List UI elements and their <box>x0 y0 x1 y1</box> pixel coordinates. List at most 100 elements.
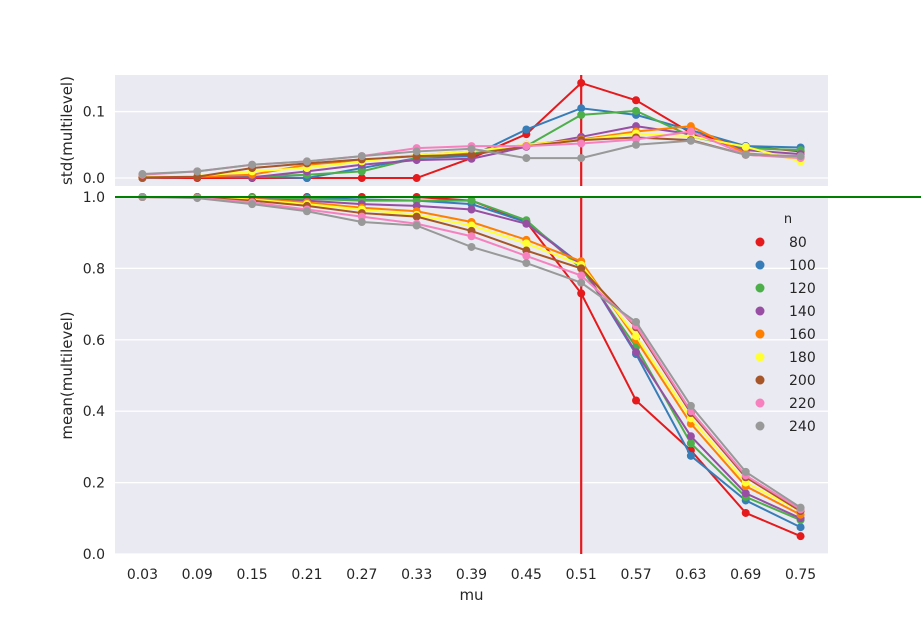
std-point-100 <box>522 125 531 134</box>
mean-point-240 <box>741 467 750 476</box>
std-point-200 <box>467 150 476 159</box>
x-tick-label: 0.27 <box>346 567 377 583</box>
std-point-120 <box>577 110 586 119</box>
std-y-axis-label: std(multilevel) <box>58 76 76 185</box>
legend-marker-180 <box>755 352 765 362</box>
mean-y-tick-label: 0.2 <box>83 476 105 492</box>
mean-point-240 <box>302 207 311 216</box>
mean-point-100 <box>796 523 805 532</box>
x-tick-label: 0.21 <box>291 567 322 583</box>
mean-point-180 <box>522 239 531 248</box>
mean-gridlines <box>115 196 828 555</box>
mean-point-80 <box>577 289 586 298</box>
mean-point-200 <box>412 212 421 221</box>
legend-marker-220 <box>755 398 765 408</box>
std-point-220 <box>577 139 586 148</box>
legend-label-140: 140 <box>789 304 816 320</box>
mean-point-140 <box>522 219 531 228</box>
std-panel: 0.0 0.1 std(multilevel) <box>58 75 828 187</box>
mean-y-axis-label: mean(multilevel) <box>58 311 76 439</box>
mean-point-220 <box>577 271 586 280</box>
std-point-240 <box>248 160 257 169</box>
x-tick-label: 0.45 <box>511 567 542 583</box>
legend-marker-80 <box>755 237 765 247</box>
legend-label-240: 240 <box>789 419 816 435</box>
std-point-240 <box>302 157 311 166</box>
legend-marker-120 <box>755 283 765 293</box>
std-point-240 <box>522 154 531 163</box>
x-tick-label: 0.33 <box>401 567 432 583</box>
mean-point-240 <box>632 317 641 326</box>
mean-point-240 <box>796 503 805 512</box>
x-tick-label: 0.63 <box>675 567 706 583</box>
std-point-240 <box>357 152 366 161</box>
mean-point-240 <box>467 242 476 251</box>
mean-point-140 <box>467 205 476 214</box>
x-tick-label: 0.75 <box>785 567 816 583</box>
mean-y-tick-label: 1.0 <box>83 190 105 206</box>
mean-y-tick-label: 0.6 <box>83 333 105 349</box>
std-point-240 <box>796 152 805 161</box>
legend-marker-240 <box>755 421 765 431</box>
std-point-240 <box>686 136 695 145</box>
mean-y-ticks: 0.0 0.2 0.4 0.6 0.8 1.0 <box>83 190 105 563</box>
std-point-180 <box>741 142 750 151</box>
std-y-tick-label: 0.0 <box>83 171 105 187</box>
x-tick-label: 0.57 <box>620 567 651 583</box>
mean-point-80 <box>796 532 805 541</box>
mean-point-120 <box>467 196 476 205</box>
std-y-tick-label: 0.1 <box>83 105 105 121</box>
mean-y-tick-label: 0.0 <box>83 547 105 563</box>
mean-point-80 <box>741 508 750 517</box>
legend-label-220: 220 <box>789 396 816 412</box>
legend-label-100: 100 <box>789 258 816 274</box>
std-y-ticks: 0.0 0.1 <box>83 105 105 187</box>
std-series-240 <box>138 136 805 179</box>
std-point-240 <box>467 144 476 153</box>
mean-point-140 <box>741 489 750 498</box>
std-point-240 <box>193 167 202 176</box>
legend: n 80 100 120 140 160 180 200 220 240 <box>755 212 816 435</box>
std-point-220 <box>686 127 695 136</box>
legend-marker-140 <box>755 306 765 316</box>
std-point-240 <box>412 147 421 156</box>
mean-point-240 <box>522 259 531 268</box>
x-tick-label: 0.03 <box>127 567 158 583</box>
std-point-120 <box>357 167 366 176</box>
std-point-240 <box>138 170 147 179</box>
legend-label-200: 200 <box>789 373 816 389</box>
mean-y-tick-label: 0.4 <box>83 404 105 420</box>
std-point-80 <box>632 96 641 105</box>
std-point-240 <box>741 150 750 159</box>
mean-point-240 <box>412 221 421 230</box>
mean-x-ticks: 0.03 0.09 0.15 0.21 0.27 0.33 0.39 0.45 0.51 0.57… <box>127 567 816 583</box>
x-tick-label: 0.15 <box>237 567 268 583</box>
mean-point-140 <box>632 348 641 357</box>
legend-title: n <box>784 212 792 227</box>
mean-point-140 <box>686 432 695 441</box>
legend-label-120: 120 <box>789 281 816 297</box>
mean-point-240 <box>686 401 695 410</box>
legend-marker-160 <box>755 329 765 339</box>
x-axis-label: mu <box>459 586 483 604</box>
mean-point-220 <box>467 232 476 241</box>
mean-point-240 <box>193 194 202 203</box>
mean-point-180 <box>632 332 641 341</box>
legend-label-80: 80 <box>789 235 807 251</box>
legend-items: 80 100 120 140 160 180 200 220 240 <box>755 235 816 435</box>
mean-plot-area <box>115 197 828 554</box>
x-tick-label: 0.69 <box>730 567 761 583</box>
legend-label-160: 160 <box>789 327 816 343</box>
mean-point-220 <box>522 251 531 260</box>
std-point-120 <box>632 106 641 115</box>
std-point-220 <box>522 142 531 151</box>
std-point-80 <box>577 78 586 87</box>
std-series <box>138 78 805 183</box>
legend-marker-200 <box>755 375 765 385</box>
mean-panel: 0.00.20.40.60.81.0 0.03 0.09 0.15 0.21 0.27 0… <box>58 190 921 604</box>
x-tick-label: 0.39 <box>456 567 487 583</box>
mean-point-100 <box>686 451 695 460</box>
mean-point-80 <box>632 396 641 405</box>
x-tick-label: 0.09 <box>182 567 213 583</box>
std-point-240 <box>577 154 586 163</box>
